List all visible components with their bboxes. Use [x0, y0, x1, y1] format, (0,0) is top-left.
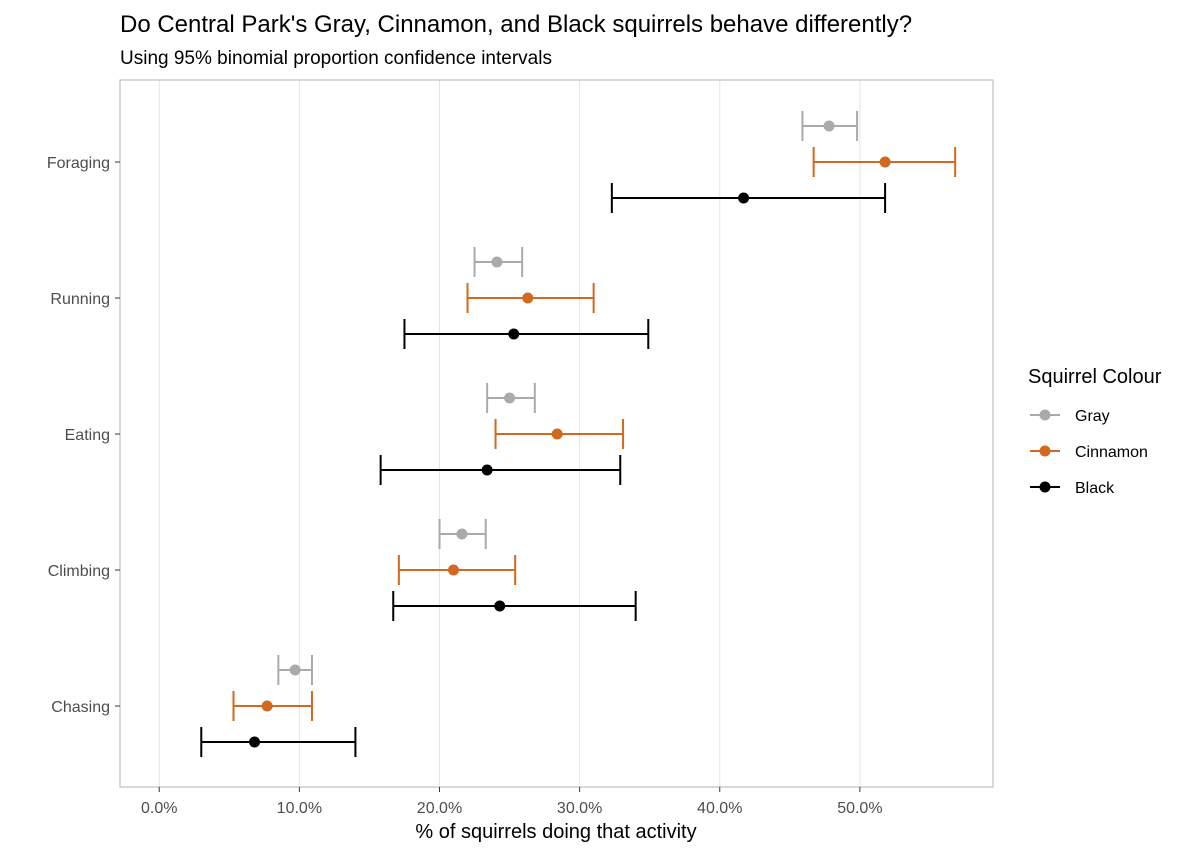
data-point [522, 292, 534, 304]
data-point [738, 192, 750, 204]
legend: Squirrel Colour Gray Cinnamon Black [1028, 366, 1162, 497]
data-point [249, 736, 261, 748]
legend-label: Cinnamon [1075, 444, 1148, 461]
marks-layer [200, 111, 957, 757]
data-point [456, 528, 468, 540]
legend-label: Gray [1075, 408, 1110, 425]
y-tick-label: Running [50, 291, 110, 308]
data-point [448, 564, 460, 576]
y-tick-label: Foraging [47, 155, 110, 172]
data-point [494, 600, 506, 612]
y-tick-label: Climbing [48, 563, 110, 580]
x-tick-label: 30.0% [557, 800, 602, 817]
data-point [491, 256, 503, 268]
x-axis-title: % of squirrels doing that activity [415, 821, 696, 843]
x-tick-label: 10.0% [277, 800, 322, 817]
y-axis: Foraging Running Eating Climbing Chasing [47, 155, 120, 716]
legend-label: Black [1075, 480, 1115, 497]
chart-title: Do Central Park's Gray, Cinnamon, and Bl… [120, 11, 912, 38]
y-tick-label: Eating [65, 427, 110, 444]
y-tick-label: Chasing [51, 699, 110, 716]
x-tick-label: 40.0% [697, 800, 742, 817]
legend-key-point [1039, 445, 1051, 457]
legend-key-point [1039, 409, 1051, 421]
legend-title: Squirrel Colour [1028, 366, 1162, 388]
data-point [481, 464, 493, 476]
x-tick-label: 20.0% [417, 800, 462, 817]
data-point [261, 700, 273, 712]
data-point [508, 328, 520, 340]
x-axis: 0.0% 10.0% 20.0% 30.0% 40.0% 50.0% [141, 787, 883, 817]
data-point [879, 156, 891, 168]
x-tick-label: 50.0% [837, 800, 882, 817]
data-point [551, 428, 563, 440]
x-tick-label: 0.0% [141, 800, 177, 817]
data-point [289, 664, 301, 676]
data-point [823, 120, 835, 132]
data-point [504, 392, 516, 404]
chart-subtitle: Using 95% binomial proportion confidence… [120, 48, 552, 69]
legend-key-point [1039, 481, 1051, 493]
